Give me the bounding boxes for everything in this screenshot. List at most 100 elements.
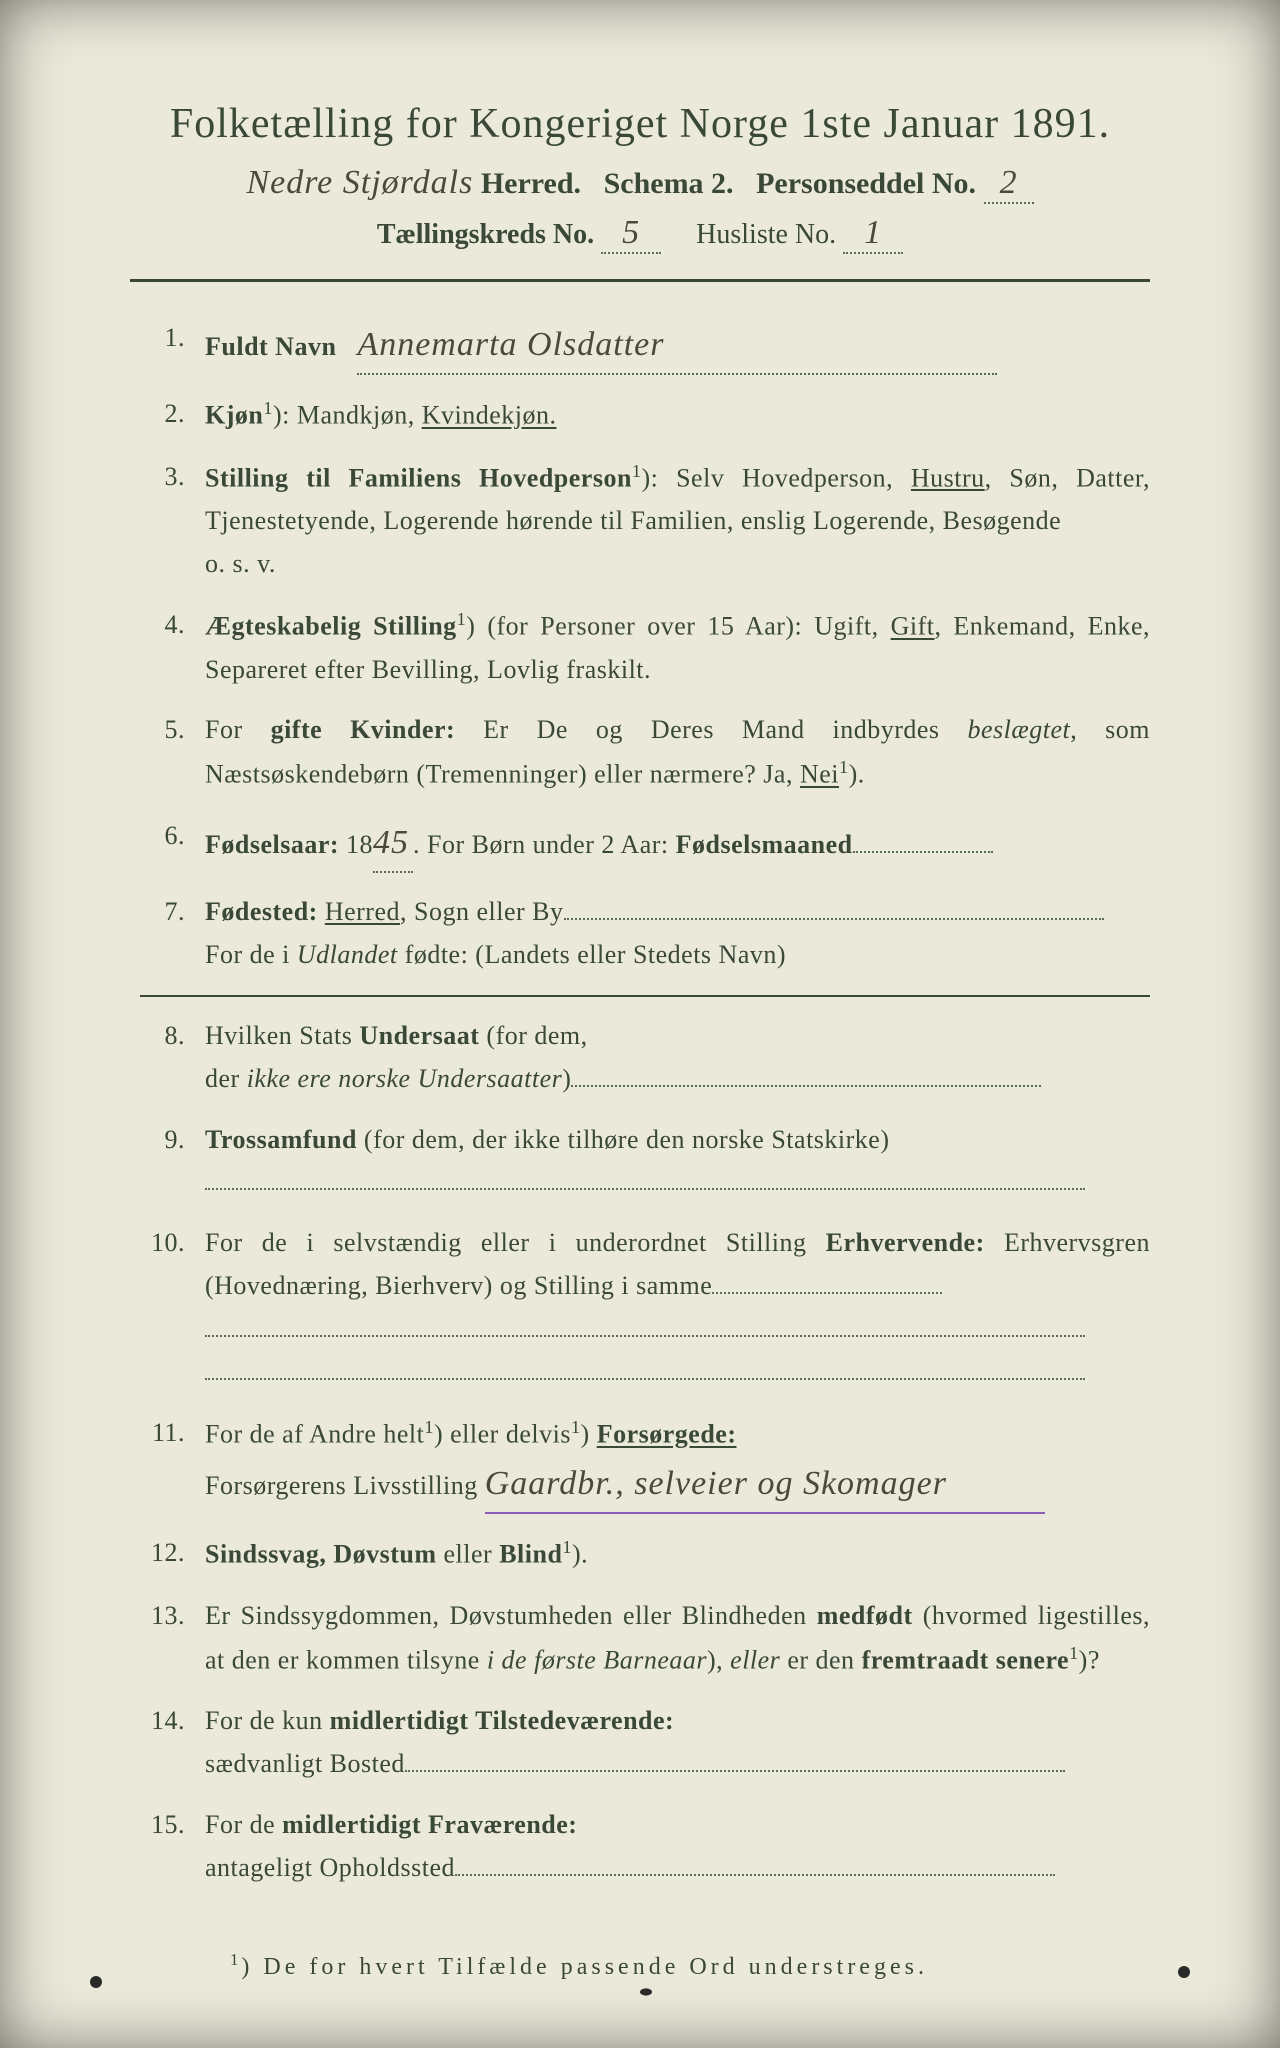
q8-label: Undersaat <box>359 1021 479 1050</box>
q13-label2: fremtraadt senere <box>862 1646 1070 1675</box>
q14: 14. For de kun midlertidigt Tilstedevære… <box>140 1700 1150 1786</box>
q3-text1: ): Selv Hovedperson, <box>642 463 911 492</box>
q8-line2i: ikke ere norske Undersaatter <box>247 1064 563 1093</box>
q6: 6. Fødselsaar: 1845. For Børn under 2 Aa… <box>140 815 1150 873</box>
q13-text4: er den <box>780 1646 861 1675</box>
q13-text5: )? <box>1079 1646 1100 1675</box>
hole-right <box>1178 1966 1190 1978</box>
q8-num: 8. <box>140 1015 205 1101</box>
q9-label: Trossamfund <box>205 1125 357 1154</box>
q11-num: 11. <box>140 1412 205 1515</box>
divider-mid <box>140 995 1150 997</box>
q4-label: Ægteskabelig Stilling <box>205 612 457 641</box>
q13: 13. Er Sindssygdommen, Døvstumheden elle… <box>140 1595 1150 1682</box>
footnote-text: ) De for hvert Tilfælde passende Ord und… <box>241 1954 928 1980</box>
q5-text1: Er De og Deres Mand indbyrdes <box>455 715 967 744</box>
q1-label: Fuldt Navn <box>205 332 336 361</box>
q4: 4. Ægteskabelig Stilling1) (for Personer… <box>140 604 1150 691</box>
q7-line2b: fødte: (Landets eller Stedets Navn) <box>398 940 786 969</box>
q14-text1: For de kun <box>205 1706 330 1735</box>
husliste-label: Husliste No. <box>696 219 836 250</box>
question-list: 1. Fuldt Navn Annemarta Olsdatter 2. Kjø… <box>130 317 1150 1890</box>
q5: 5. For gifte Kvinder: Er De og Deres Man… <box>140 709 1150 796</box>
q14-num: 14. <box>140 1700 205 1786</box>
q13-label: medfødt <box>817 1601 913 1630</box>
q11-text1: For de af Andre helt <box>205 1420 424 1449</box>
header-row-2: Tællingskreds No. 5 Husliste No. 1 <box>130 214 1150 254</box>
q5-num: 5. <box>140 709 205 796</box>
q12-text1: eller <box>437 1540 500 1569</box>
q3-label: Stilling til Familiens Hovedperson <box>205 463 632 492</box>
q11-label: Forsørgede: <box>597 1420 737 1449</box>
q5-label: gifte Kvinder: <box>271 715 456 744</box>
herred-handwritten: Nedre Stjørdals <box>246 164 473 201</box>
q2: 2. Kjøn1): Mandkjøn, Kvindekjøn. <box>140 393 1150 438</box>
q3-text3: o. s. v. <box>205 549 276 578</box>
q11-sup1: 1 <box>424 1417 434 1437</box>
kreds-no: 5 <box>601 214 661 254</box>
q1-num: 1. <box>140 317 205 375</box>
q8-text2: (for dem, <box>479 1021 587 1050</box>
q3: 3. Stilling til Familiens Hovedperson1):… <box>140 456 1150 586</box>
q7: 7. Fødested: Herred, Sogn eller By For d… <box>140 891 1150 977</box>
q6-text2: . For Børn under 2 Aar: <box>413 830 676 859</box>
q8-line2b: ) <box>562 1064 571 1093</box>
census-form-page: Folketælling for Kongeriget Norge 1ste J… <box>0 0 1280 2048</box>
q13-text3: ), <box>707 1646 730 1675</box>
q6-yearprefix: 18 <box>339 830 373 859</box>
q10-blank1 <box>712 1292 942 1294</box>
q4-opt: Gift <box>891 612 935 641</box>
q9-blank <box>205 1188 1085 1190</box>
page-title: Folketælling for Kongeriget Norge 1ste J… <box>130 100 1150 148</box>
q10: 10. For de i selvstændig eller i underor… <box>140 1222 1150 1394</box>
q7-num: 7. <box>140 891 205 977</box>
q13-ital2: eller <box>730 1646 780 1675</box>
q5-opt: Nei <box>800 760 839 789</box>
q11-text3: ) <box>581 1420 597 1449</box>
kreds-label: Tællingskreds No. <box>377 219 594 250</box>
q10-text1: For de i selvstændig eller i underordnet… <box>205 1228 826 1257</box>
hole-center <box>640 1988 652 1995</box>
q4-num: 4. <box>140 604 205 691</box>
q15-label: midlertidigt Fraværende: <box>282 1810 577 1839</box>
q9-text: (for dem, der ikke tilhøre den norske St… <box>357 1125 890 1154</box>
q12: 12. Sindssvag, Døvstum eller Blind1). <box>140 1532 1150 1577</box>
q1: 1. Fuldt Navn Annemarta Olsdatter <box>140 317 1150 375</box>
q12-text2: ). <box>572 1540 588 1569</box>
q9: 9. Trossamfund (for dem, der ikke tilhør… <box>140 1119 1150 1205</box>
q10-num: 10. <box>140 1222 205 1394</box>
divider-top <box>130 279 1150 282</box>
q5-text3: ). <box>849 760 865 789</box>
q10-blank2 <box>205 1335 1085 1337</box>
q11-text2: ) eller delvis <box>434 1420 571 1449</box>
hole-left <box>90 1976 102 1988</box>
q12-label: Sindssvag, Døvstum <box>205 1540 437 1569</box>
q12-num: 12. <box>140 1532 205 1577</box>
q7-opt: Herred <box>325 897 400 926</box>
q12-label2: Blind <box>499 1540 562 1569</box>
q4-text1: ) (for Personer over 15 Aar): Ugift, <box>466 612 890 641</box>
q11-hand: Gaardbr., selveier og Skomager <box>485 1456 1045 1514</box>
q6-label2: Fødselsmaaned <box>676 830 853 859</box>
q7-line2i: Udlandet <box>297 940 398 969</box>
personseddel-label: Personseddel No. <box>756 167 976 200</box>
q2-opt: Kvindekjøn. <box>422 401 557 430</box>
herred-label: Herred. <box>481 167 581 200</box>
q5-pre: For <box>205 715 271 744</box>
q15-text1: For de <box>205 1810 282 1839</box>
q11: 11. For de af Andre helt1) eller delvis1… <box>140 1412 1150 1515</box>
q14-blank <box>405 1770 1065 1772</box>
q3-opt: Hustru <box>911 463 985 492</box>
q8: 8. Hvilken Stats Undersaat (for dem, der… <box>140 1015 1150 1101</box>
q15-line2: antageligt Opholdssted <box>205 1853 455 1882</box>
header-row-1: Nedre Stjørdals Herred. Schema 2. Person… <box>130 164 1150 204</box>
q11-line2: Forsørgerens Livsstilling <box>205 1471 478 1500</box>
q7-line2a: For de i <box>205 940 297 969</box>
q6-blank <box>853 851 993 853</box>
personseddel-no: 2 <box>984 164 1034 204</box>
q10-label: Erhvervende: <box>826 1228 985 1257</box>
q14-line2: sædvanligt Bosted <box>205 1749 405 1778</box>
q5-ital: beslægtet <box>968 715 1071 744</box>
q6-year-hand: 45 <box>373 815 413 873</box>
q13-ital: i de første Barneaar <box>487 1646 707 1675</box>
